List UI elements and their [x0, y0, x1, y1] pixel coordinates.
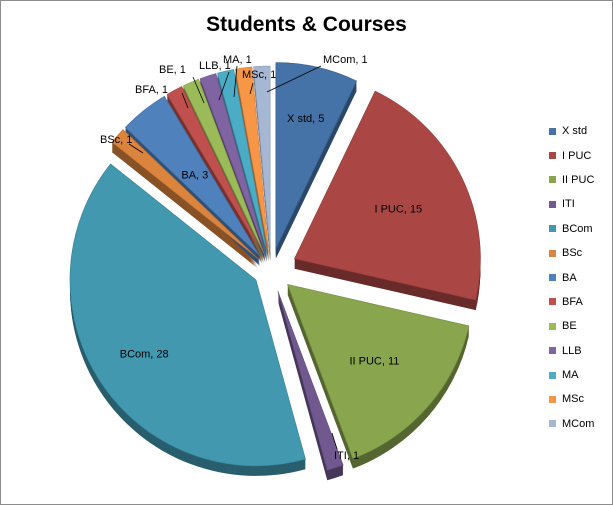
data-label-bsc: BSc, 1: [100, 134, 132, 146]
legend-label: BA: [562, 271, 577, 284]
data-label-mcom: MCom, 1: [323, 54, 368, 66]
leader-line-ma: [233, 65, 238, 98]
legend-swatch: [549, 200, 556, 208]
leader-line-msc: [249, 82, 254, 95]
pie-slice-llb[interactable]: [199, 73, 266, 253]
legend-swatch: [549, 420, 556, 428]
leader-line-llb: [218, 71, 230, 101]
data-label-llb: LLB, 1: [199, 60, 231, 72]
legend-swatch: [549, 176, 556, 184]
legend-label: MSc: [562, 393, 584, 406]
pie-slice-ii-puc[interactable]: [287, 284, 470, 460]
leader-line-mcom: [266, 65, 322, 93]
data-label-bfa: BFA, 1: [135, 84, 168, 96]
data-label-i-puc: I PUC, 15: [374, 204, 422, 216]
data-label-x-std: X std, 5: [287, 113, 324, 125]
data-label-iti: ITI, 1: [334, 450, 359, 462]
legend-item-iti: ITI: [549, 192, 611, 216]
pie-slice-msc[interactable]: [235, 66, 269, 253]
pie-slice-bfa[interactable]: [166, 86, 263, 255]
data-label-ii-puc: II PUC, 11: [349, 355, 399, 367]
pie-slice-bcom[interactable]: [69, 163, 306, 467]
legend-item-bcom: BCom: [549, 217, 611, 241]
pie-slice-ma[interactable]: [217, 69, 268, 253]
legend-swatch: [549, 347, 556, 355]
legend-item-bsc: BSc: [549, 241, 611, 265]
legend-label: BSc: [562, 247, 583, 260]
legend-swatch: [549, 395, 556, 403]
leader-line-bsc: [128, 143, 144, 154]
pie-slice-i-puc[interactable]: [293, 90, 481, 301]
pie-slice-ba[interactable]: [124, 95, 261, 257]
chart-legend: X std I PUC II PUC ITI BCom BSc BA BFA BE LLB MA MS…: [549, 119, 611, 436]
leader-line-be: [192, 76, 205, 104]
legend-swatch: [549, 225, 556, 233]
legend-item-ii-puc: II PUC: [549, 168, 611, 192]
legend-item-llb: LLB: [549, 339, 611, 363]
legend-item-ma: MA: [549, 363, 611, 387]
data-label-be: BE, 1: [159, 64, 186, 76]
legend-swatch: [549, 371, 556, 379]
pie-slice-mcom[interactable]: [253, 65, 271, 253]
legend-item-be: BE: [549, 314, 611, 338]
leader-line-bfa: [181, 92, 189, 109]
legend-label: MCom: [562, 417, 595, 430]
legend-label: BCom: [562, 222, 593, 235]
legend-swatch: [549, 322, 556, 330]
legend-item-mcom: MCom: [549, 412, 611, 436]
legend-label: BE: [562, 320, 577, 333]
legend-label: II PUC: [562, 173, 595, 186]
legend-label: X std: [562, 125, 588, 138]
data-label-ma: MA, 1: [223, 54, 252, 66]
data-label-bcom: BCom, 28: [120, 349, 169, 361]
data-label-msc: MSc, 1: [242, 69, 276, 81]
legend-swatch: [549, 127, 556, 135]
legend-swatch: [549, 249, 556, 257]
legend-item-i-puc: I PUC: [549, 143, 611, 167]
legend-swatch: [549, 274, 556, 282]
legend-label: I PUC: [562, 149, 592, 162]
leader-line-iti: [331, 432, 338, 450]
pie-slice-iti[interactable]: [277, 290, 344, 471]
legend-swatch: [549, 298, 556, 306]
pie-slice-bsc[interactable]: [111, 129, 258, 259]
legend-label: LLB: [562, 344, 582, 357]
legend-item-bfa: BFA: [549, 290, 611, 314]
pie-slice-be[interactable]: [182, 78, 265, 254]
legend-item-msc: MSc: [549, 387, 611, 411]
legend-swatch: [549, 152, 556, 160]
legend-label: ITI: [562, 198, 575, 211]
data-label-ba: BA, 3: [181, 169, 208, 181]
legend-item-ba: BA: [549, 265, 611, 289]
pie-slice-x-std[interactable]: [275, 62, 357, 249]
legend-label: BFA: [562, 295, 583, 308]
chart-title: Students & Courses: [206, 13, 407, 36]
legend-label: MA: [562, 369, 579, 382]
legend-item-x-std: X std: [549, 119, 611, 143]
